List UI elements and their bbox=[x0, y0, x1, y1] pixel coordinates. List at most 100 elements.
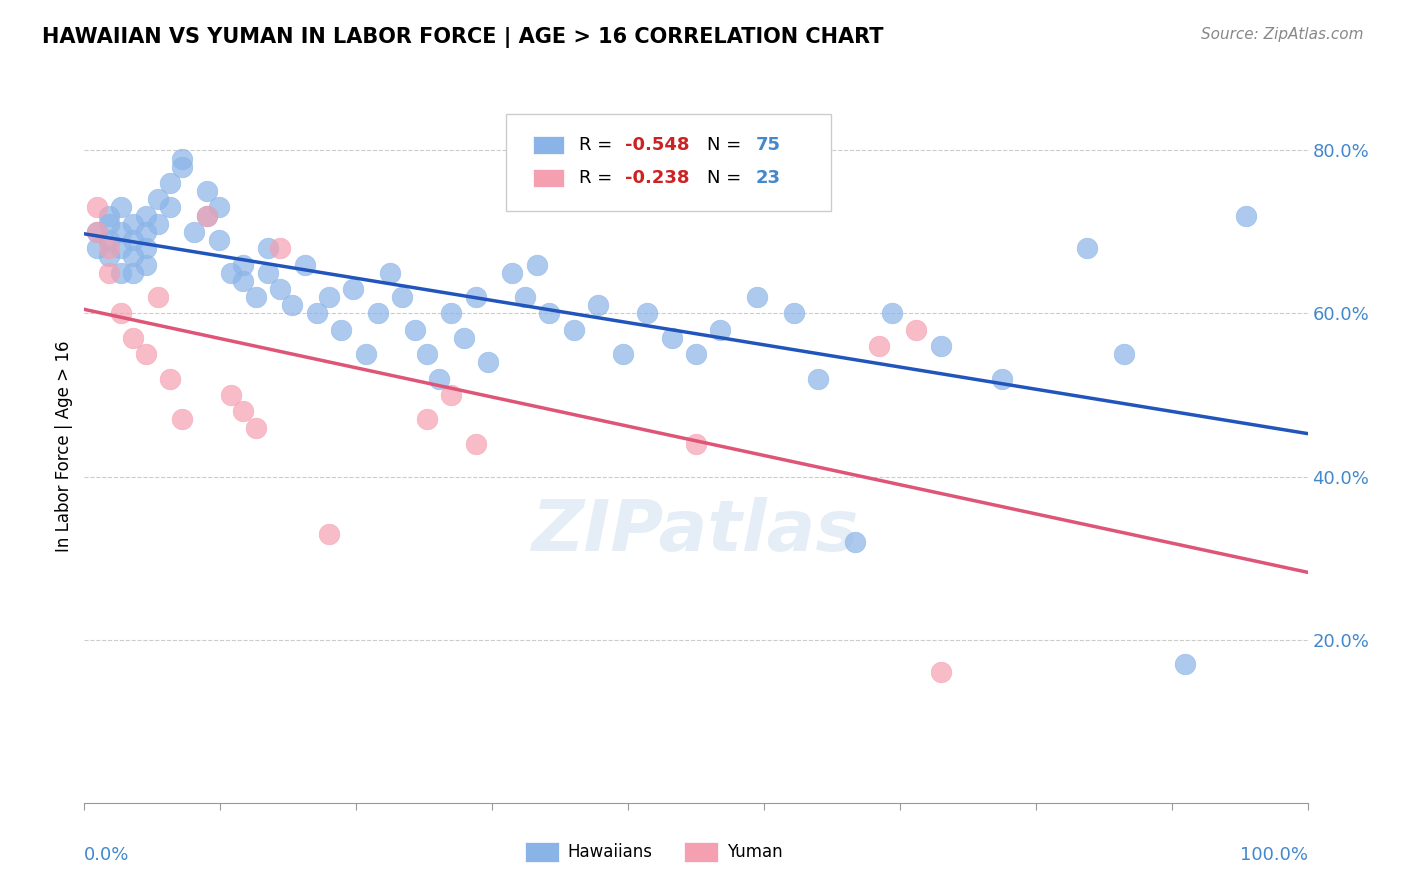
Point bbox=[661, 331, 683, 345]
Point bbox=[122, 331, 145, 345]
Text: -0.238: -0.238 bbox=[626, 169, 689, 187]
Point bbox=[195, 184, 218, 198]
Point bbox=[208, 233, 231, 247]
Point bbox=[1174, 657, 1197, 672]
Point bbox=[612, 347, 634, 361]
Point bbox=[110, 201, 132, 215]
Point bbox=[122, 249, 145, 263]
Point bbox=[1076, 241, 1098, 255]
Point bbox=[172, 160, 194, 174]
Text: Source: ZipAtlas.com: Source: ZipAtlas.com bbox=[1201, 27, 1364, 42]
Point bbox=[232, 258, 254, 272]
Point bbox=[146, 192, 169, 206]
Point bbox=[636, 306, 658, 320]
Y-axis label: In Labor Force | Age > 16: In Labor Force | Age > 16 bbox=[55, 340, 73, 552]
Point bbox=[1114, 347, 1136, 361]
Point bbox=[869, 339, 891, 353]
Point bbox=[159, 176, 181, 190]
Point bbox=[477, 355, 499, 369]
Point bbox=[354, 347, 377, 361]
Text: R =: R = bbox=[578, 169, 617, 187]
Point bbox=[807, 372, 830, 386]
Point bbox=[159, 201, 181, 215]
Point bbox=[281, 298, 304, 312]
Point bbox=[294, 258, 316, 272]
Point bbox=[513, 290, 536, 304]
Point bbox=[232, 404, 254, 418]
Point bbox=[929, 665, 952, 680]
Text: 0.0%: 0.0% bbox=[84, 846, 129, 863]
Point bbox=[172, 412, 194, 426]
Point bbox=[86, 225, 108, 239]
Point bbox=[97, 249, 120, 263]
Text: -0.548: -0.548 bbox=[626, 136, 689, 153]
Point bbox=[685, 347, 707, 361]
Point bbox=[330, 323, 353, 337]
Point bbox=[219, 388, 242, 402]
Text: HAWAIIAN VS YUMAN IN LABOR FORCE | AGE > 16 CORRELATION CHART: HAWAIIAN VS YUMAN IN LABOR FORCE | AGE >… bbox=[42, 27, 884, 48]
Point bbox=[146, 217, 169, 231]
Point bbox=[416, 347, 439, 361]
Point bbox=[122, 217, 145, 231]
Text: 23: 23 bbox=[756, 169, 780, 187]
Point bbox=[97, 241, 120, 255]
Point bbox=[86, 201, 108, 215]
Point bbox=[391, 290, 413, 304]
FancyBboxPatch shape bbox=[533, 136, 564, 153]
Point bbox=[880, 306, 903, 320]
Point bbox=[257, 266, 280, 280]
Point bbox=[367, 306, 389, 320]
Text: ZIPatlas: ZIPatlas bbox=[533, 497, 859, 566]
Point bbox=[86, 225, 108, 239]
Point bbox=[416, 412, 439, 426]
Text: N =: N = bbox=[707, 169, 747, 187]
Point bbox=[183, 225, 205, 239]
Point bbox=[783, 306, 806, 320]
Point bbox=[97, 217, 120, 231]
Point bbox=[269, 282, 291, 296]
Point bbox=[122, 266, 145, 280]
Point bbox=[146, 290, 169, 304]
Point bbox=[110, 266, 132, 280]
Point bbox=[110, 225, 132, 239]
Point bbox=[97, 209, 120, 223]
Point bbox=[86, 241, 108, 255]
Point bbox=[502, 266, 524, 280]
Point bbox=[440, 306, 463, 320]
Text: 75: 75 bbox=[756, 136, 780, 153]
Point bbox=[159, 372, 181, 386]
Point bbox=[257, 241, 280, 255]
Text: Yuman: Yuman bbox=[727, 843, 782, 861]
Point bbox=[526, 258, 548, 272]
Point bbox=[232, 274, 254, 288]
Point bbox=[245, 420, 267, 434]
Point bbox=[453, 331, 475, 345]
Point bbox=[464, 437, 486, 451]
Point bbox=[1236, 209, 1258, 223]
Point bbox=[905, 323, 928, 337]
Point bbox=[318, 526, 340, 541]
FancyBboxPatch shape bbox=[524, 842, 560, 862]
Point bbox=[195, 209, 218, 223]
Point bbox=[844, 534, 866, 549]
Point bbox=[747, 290, 769, 304]
Point bbox=[97, 266, 120, 280]
Text: Hawaiians: Hawaiians bbox=[568, 843, 652, 861]
Point bbox=[135, 347, 157, 361]
Point bbox=[245, 290, 267, 304]
Point bbox=[135, 258, 157, 272]
Point bbox=[219, 266, 242, 280]
Point bbox=[97, 233, 120, 247]
Point bbox=[208, 201, 231, 215]
Point bbox=[709, 323, 731, 337]
Point bbox=[538, 306, 561, 320]
Point bbox=[427, 372, 450, 386]
Point bbox=[110, 306, 132, 320]
Point bbox=[929, 339, 952, 353]
Point bbox=[404, 323, 426, 337]
FancyBboxPatch shape bbox=[683, 842, 718, 862]
Point bbox=[269, 241, 291, 255]
Point bbox=[305, 306, 328, 320]
FancyBboxPatch shape bbox=[506, 114, 831, 211]
Point bbox=[135, 225, 157, 239]
